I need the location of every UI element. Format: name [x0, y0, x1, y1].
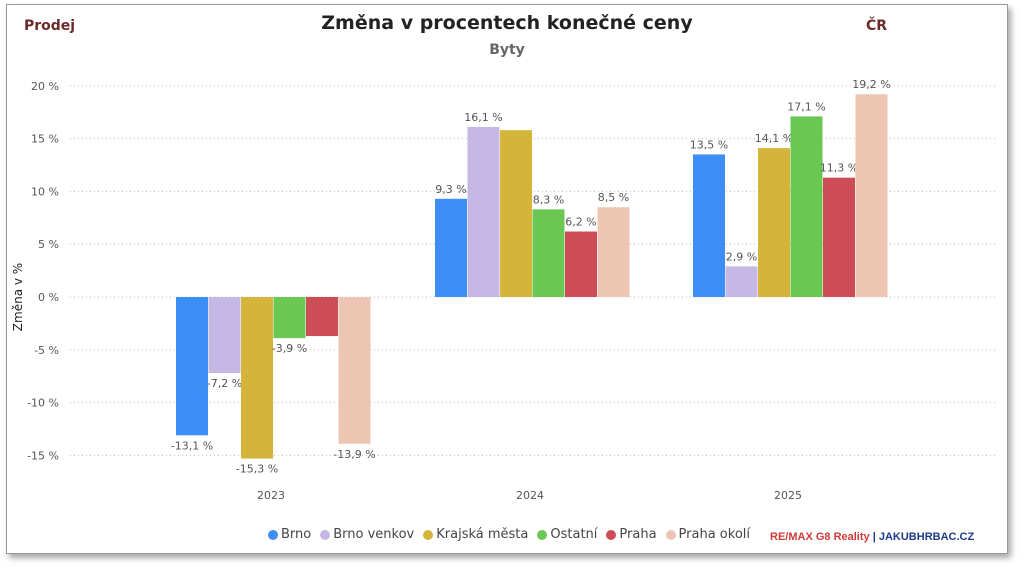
y-tick-label: 5 %	[38, 238, 59, 251]
bar	[435, 198, 467, 297]
brand-website: JAKUBHRBAC.CZ	[878, 531, 975, 543]
legend-label: Ostatní	[550, 527, 598, 542]
data-label: 11,3 %	[820, 162, 858, 175]
bar	[208, 297, 241, 374]
legend-item: Brno venkov	[320, 527, 414, 542]
legend-item: Ostatní	[537, 527, 597, 542]
bar	[693, 154, 725, 297]
y-tick-label: -10 %	[27, 397, 59, 410]
brand-separator: |	[869, 531, 879, 543]
data-label: 17,1 %	[787, 100, 825, 113]
bar	[823, 177, 855, 297]
data-label: -15,3 %	[236, 463, 278, 476]
y-tick-label: 10 %	[31, 185, 59, 198]
bar	[758, 148, 790, 297]
data-label: 14,1 %	[755, 132, 793, 145]
data-label: 2,9 %	[726, 250, 757, 263]
data-label: 8,3 %	[533, 193, 564, 206]
data-label: 9,3 %	[435, 183, 466, 196]
bar	[597, 207, 630, 297]
legend-marker	[268, 529, 278, 540]
y-axis-label: Změna v %	[11, 263, 25, 331]
bar	[273, 297, 306, 339]
bar	[176, 297, 208, 436]
legend-label: Brno	[281, 527, 312, 542]
legend-marker	[665, 529, 676, 540]
x-tick-label: 2025	[774, 489, 802, 502]
bar	[855, 94, 888, 297]
y-tick-label: 20 %	[31, 80, 59, 93]
chart-subtitle: Byty	[489, 42, 525, 58]
bar	[241, 297, 273, 459]
bar	[532, 209, 565, 297]
data-label: 6,2 %	[565, 216, 596, 229]
legend-label: Krajská města	[436, 527, 529, 542]
x-tick-label: 2024	[516, 489, 544, 502]
y-tick-label: 0 %	[38, 291, 59, 304]
y-tick-label: 15 %	[31, 133, 59, 146]
data-label: 13,5 %	[690, 138, 728, 151]
y-tick-label: -5 %	[34, 344, 59, 357]
data-label: -13,1 %	[171, 439, 213, 452]
bar	[790, 116, 823, 297]
legend-item: Brno	[268, 527, 311, 542]
bar	[565, 231, 597, 297]
data-label: -7,2 %	[207, 377, 242, 390]
legend-marker	[537, 529, 548, 540]
data-label: -3,9 %	[272, 342, 307, 355]
legend-item: Praha	[606, 527, 657, 542]
sale-label: Prodej	[24, 18, 76, 34]
data-label: -13,9 %	[333, 448, 375, 461]
legend-item: Krajská města	[423, 527, 528, 542]
legend-marker	[606, 529, 617, 540]
country-label: ČR	[866, 18, 888, 34]
bar	[725, 266, 758, 297]
bar	[306, 297, 338, 337]
bar	[467, 126, 500, 297]
legend-label: Brno venkov	[333, 527, 415, 542]
legend-marker	[423, 529, 434, 540]
brand-remax-name: MAX G8 Reality	[788, 531, 870, 543]
chart-title: Změna v procentech konečné ceny	[321, 12, 693, 34]
bar	[338, 297, 371, 444]
data-label: 8,5 %	[598, 191, 629, 204]
y-tick-label: -15 %	[27, 449, 59, 462]
legend-label: Praha okolí	[678, 527, 751, 542]
legend-item: Praha okolí	[665, 527, 751, 542]
x-tick-label: 2023	[257, 489, 285, 502]
data-label: 19,2 %	[852, 78, 890, 91]
brand-remax-re: RE/	[770, 531, 789, 543]
legend-marker	[320, 529, 331, 540]
bar	[500, 130, 532, 297]
data-label: 16,1 %	[464, 111, 502, 124]
chart-legend: Brno Brno venkov Krajská města Ostatní Praha…	[268, 527, 750, 542]
brand-footer: RE/MAX G8 Reality | JAKUBHRBAC.CZ	[770, 531, 974, 543]
legend-label: Praha	[619, 527, 657, 542]
